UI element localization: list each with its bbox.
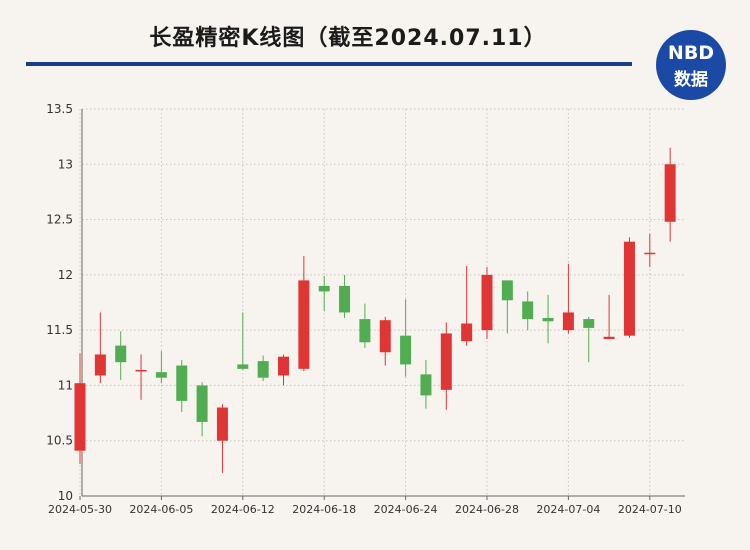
candle (74, 353, 86, 464)
candle (176, 359, 188, 412)
candle-body (562, 312, 574, 331)
candle (318, 275, 330, 312)
candle (339, 274, 351, 318)
y-tick-label: 11.5 (46, 323, 73, 337)
candle-body (176, 365, 188, 401)
y-tick-label: 11 (58, 378, 73, 392)
candle-body (318, 285, 330, 292)
candle-body (420, 374, 432, 396)
candle (420, 359, 432, 409)
candle-body (501, 280, 513, 301)
candle-body (115, 345, 127, 363)
x-tick-label: 2024-07-04 (536, 503, 600, 516)
grid-lines (79, 108, 685, 496)
candle-body (664, 164, 676, 222)
candle (623, 237, 635, 338)
candle-body (135, 369, 147, 372)
candle-body (74, 383, 86, 451)
y-tick-label: 13.5 (46, 102, 73, 116)
y-tick-label: 12 (58, 268, 73, 282)
candle-body (257, 361, 269, 378)
candle (603, 294, 615, 339)
candle-body (522, 301, 534, 320)
candle-body (196, 385, 208, 422)
logo-text-nbd: NBD (667, 42, 715, 64)
candle (562, 263, 574, 334)
candle (94, 312, 106, 384)
candle-body (461, 323, 473, 342)
candle-body (298, 280, 310, 369)
candle-body (400, 335, 412, 365)
candle (155, 351, 167, 384)
candle-body (155, 372, 167, 378)
tick-labels: 10 10.5 11 11.5 12 12.5 13 13.5 2024-05-30 2024-0… (46, 102, 681, 516)
y-tick-label: 12.5 (46, 213, 73, 227)
candle (196, 382, 208, 437)
axes (79, 109, 685, 500)
chart-title: 长盈精密K线图（截至2024.07.11） (149, 26, 547, 51)
nbd-logo: NBD 数据 (656, 30, 726, 100)
candle-body (278, 356, 289, 376)
y-tick-label: 13 (58, 157, 73, 171)
candle (400, 299, 412, 377)
candle-body (339, 285, 351, 313)
candle-body (359, 319, 371, 343)
x-tick-label: 2024-07-10 (618, 503, 682, 516)
candle (522, 291, 534, 331)
candle-body (623, 241, 635, 336)
candle (135, 354, 147, 400)
candle-body (542, 317, 554, 322)
candle (298, 256, 310, 372)
candle (278, 354, 289, 386)
x-tick-label: 2024-06-18 (292, 503, 356, 516)
y-tick-label: 10 (58, 489, 73, 503)
candle-body (481, 274, 493, 331)
candle (216, 404, 228, 473)
x-tick-label: 2024-06-05 (129, 503, 193, 516)
candle (440, 322, 452, 410)
x-tick-label: 2024-06-24 (374, 503, 438, 516)
candle (115, 331, 127, 380)
candles (74, 147, 676, 473)
candle (257, 355, 269, 382)
candle-body (379, 320, 391, 353)
candle (664, 147, 676, 242)
candle (237, 312, 249, 370)
candle-body (440, 333, 452, 390)
candle-body (583, 319, 595, 328)
candle (644, 233, 656, 268)
candle-body (603, 336, 615, 339)
title-underline (26, 62, 632, 66)
x-tick-label: 2024-06-12 (211, 503, 275, 516)
candle-body (644, 252, 656, 255)
candle-body (94, 354, 106, 376)
x-tick-label: 2024-06-28 (455, 503, 519, 516)
candle (583, 316, 595, 363)
y-tick-label: 10.5 (46, 434, 73, 448)
candle (481, 267, 493, 339)
candle (379, 316, 391, 366)
candle-body (216, 407, 228, 441)
x-tick-label: 2024-05-30 (48, 503, 112, 516)
candle (461, 266, 473, 346)
candle-body (237, 364, 249, 369)
candle (359, 303, 371, 348)
candle (501, 280, 513, 334)
logo-text-data: 数据 (674, 70, 708, 90)
candle (542, 294, 554, 344)
